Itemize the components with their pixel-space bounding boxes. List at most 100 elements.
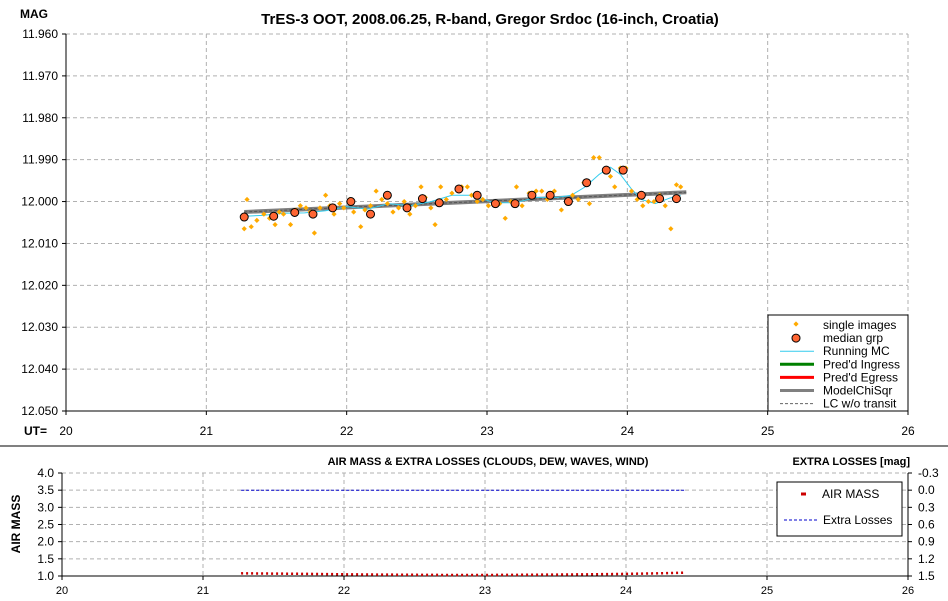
single-image-point [591,154,597,161]
single-image-point [612,184,618,190]
sub-y2-tick-labels: -0.3 0.0 0.3 0.6 0.9 1.2 1.5 [918,466,939,583]
median-group-point [472,190,482,200]
sub-y-tick-label: 3.0 [37,500,54,514]
legend-label-predd-ingress: Pred'd Ingress [823,357,900,371]
sub-y-tick-label: 2.5 [37,518,54,532]
median-group-point [239,212,249,222]
median-group-point [510,199,520,209]
single-image-point [401,198,407,205]
single-image-point [241,226,247,232]
x-tick-label: 23 [480,424,494,438]
single-image-point [519,203,525,209]
single-image-point [351,209,357,215]
sub-x-tick-label: 22 [338,585,350,597]
single-image-point [337,201,343,207]
sub-x-tick-label: 23 [479,585,491,597]
x-tick-label: 24 [621,424,635,438]
y-tick-label: 12.050 [21,404,58,418]
sub-x-tick-label: 20 [56,585,68,597]
sub-y2-tick-label: 0.3 [918,500,935,514]
single-image-point [254,217,260,224]
chart-title: TrES-3 OOT, 2008.06.25, R-band, Gregor S… [261,11,719,28]
single-image-point [297,203,303,209]
light-curve-chart: TrES-3 OOT, 2008.06.25, R-band, Gregor S… [20,7,915,438]
y-tick-label: 11.980 [22,111,58,125]
sub-legend: AIR MASS Extra Losses [776,481,903,537]
sub-y-tick-label: 4.0 [37,466,54,480]
sub-x-tick-label: 26 [902,585,914,597]
x-tick-label: 20 [59,424,73,438]
single-image-point [485,203,492,209]
single-image-point [464,184,470,190]
sub-grid-lines [58,472,912,580]
single-image-point [558,207,564,213]
median-group-point [417,194,427,204]
single-image-point [373,188,379,194]
single-image-point [513,184,520,190]
single-image-point [628,188,635,194]
x-tick-label: 21 [200,424,214,438]
right-axis-label: EXTRA LOSSES [mag] [792,456,910,468]
x-tick-label: 22 [340,424,354,438]
median-group-point [671,194,681,204]
x-axis-label: UT= [24,424,47,438]
single-image-point [384,201,390,207]
grid-lines [62,33,909,415]
legend-label-air-mass: AIR MASS [822,487,879,501]
lc-without-transit-line [244,191,687,213]
single-image-point [428,205,434,211]
sub-y2-tick-label: 0.0 [918,483,935,497]
air-mass-chart: AIR MASS & EXTRA LOSSES (CLOUDS, DEW, WA… [9,456,939,597]
sub-legend-box [776,481,903,537]
median-group-point [582,178,592,188]
single-image-point [362,207,368,213]
y-tick-label: 12.040 [21,362,58,376]
single-image-point [474,198,480,205]
median-group-point [269,211,279,221]
single-image-point [596,154,602,161]
y-tick-labels: 11.960 11.970 11.980 11.990 12.000 12.010 12.0… [21,27,58,418]
single-image-point [272,221,278,228]
single-image-point [280,211,287,217]
single-image-point [443,196,449,203]
single-image-point [432,221,438,228]
legend-label-median-grp: median grp [823,331,883,345]
single-image-point [287,221,294,228]
median-group-point [563,197,573,207]
single-image-point [651,198,657,205]
single-image-point [449,190,455,196]
sub-x-tick-label: 25 [761,585,773,597]
median-group-point [454,184,464,194]
single-image-point [539,188,545,194]
sub-y-tick-labels: 4.0 3.5 3.0 2.5 2.0 1.5 1.0 [37,466,54,583]
sub-chart-title: AIR MASS & EXTRA LOSSES (CLOUDS, DEW, WA… [328,456,649,468]
single-image-point [317,205,323,211]
single-image-point [248,224,254,230]
single-image-point [502,215,508,221]
legend-swatch-single-images [793,321,799,327]
sub-y2-tick-label: 1.2 [918,552,935,566]
single-image-point [480,196,486,203]
single-image-point [575,196,581,203]
single-image-point [341,205,347,211]
single-image-point [640,203,646,209]
sub-y2-tick-label: 0.9 [918,535,935,549]
legend-label-model-chisqr: ModelChiSqr [823,384,892,398]
median-group-point [545,190,555,200]
sub-y-tick-label: 1.0 [37,569,54,583]
legend-label-lc-wo-transit: LC w/o transit [823,397,897,411]
sub-y2-tick-label: 1.5 [918,569,935,583]
median-group-point [655,194,665,204]
left-axis-label: AIR MASS [9,495,23,554]
single-image-point [390,209,396,215]
legend-label-predd-egress: Pred'd Egress [823,370,898,384]
median-group-point [308,209,318,219]
sub-y-tick-label: 2.0 [37,535,54,549]
sub-y-tick-label: 3.5 [37,483,54,497]
sub-x-tick-labels: 20 21 22 23 24 25 26 [56,585,914,597]
single-image-point [418,184,424,190]
median-group-point [601,165,611,175]
single-image-point [438,184,444,190]
sub-y-tick-label: 1.5 [37,552,54,566]
